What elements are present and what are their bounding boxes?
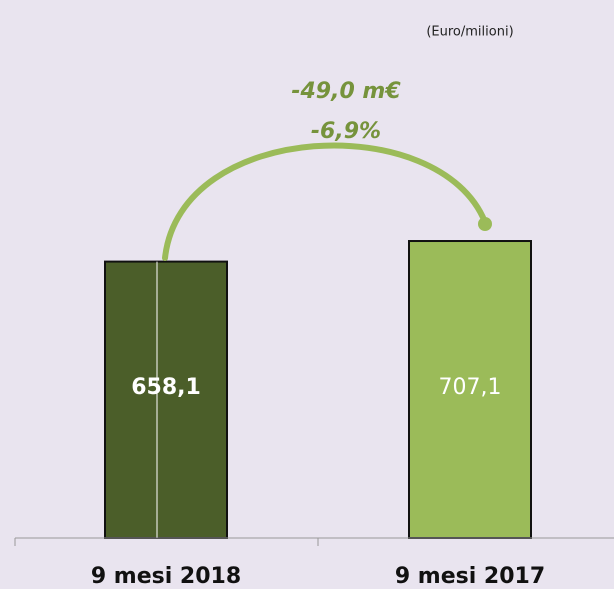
bar — [104, 260, 228, 539]
value-label: 658,1 — [131, 375, 201, 400]
x-tick-label: 9 mesi 2017 — [395, 564, 545, 589]
arc-end — [478, 217, 492, 231]
value-label: 707,1 — [439, 375, 502, 400]
x-tick-label: 9 mesi 2018 — [91, 564, 241, 589]
unit-label: (Euro/milioni) — [426, 25, 513, 40]
change-arc — [162, 142, 488, 261]
annotation: -49,0 m€ — [291, 79, 401, 104]
annotation: -6,9% — [311, 119, 381, 144]
